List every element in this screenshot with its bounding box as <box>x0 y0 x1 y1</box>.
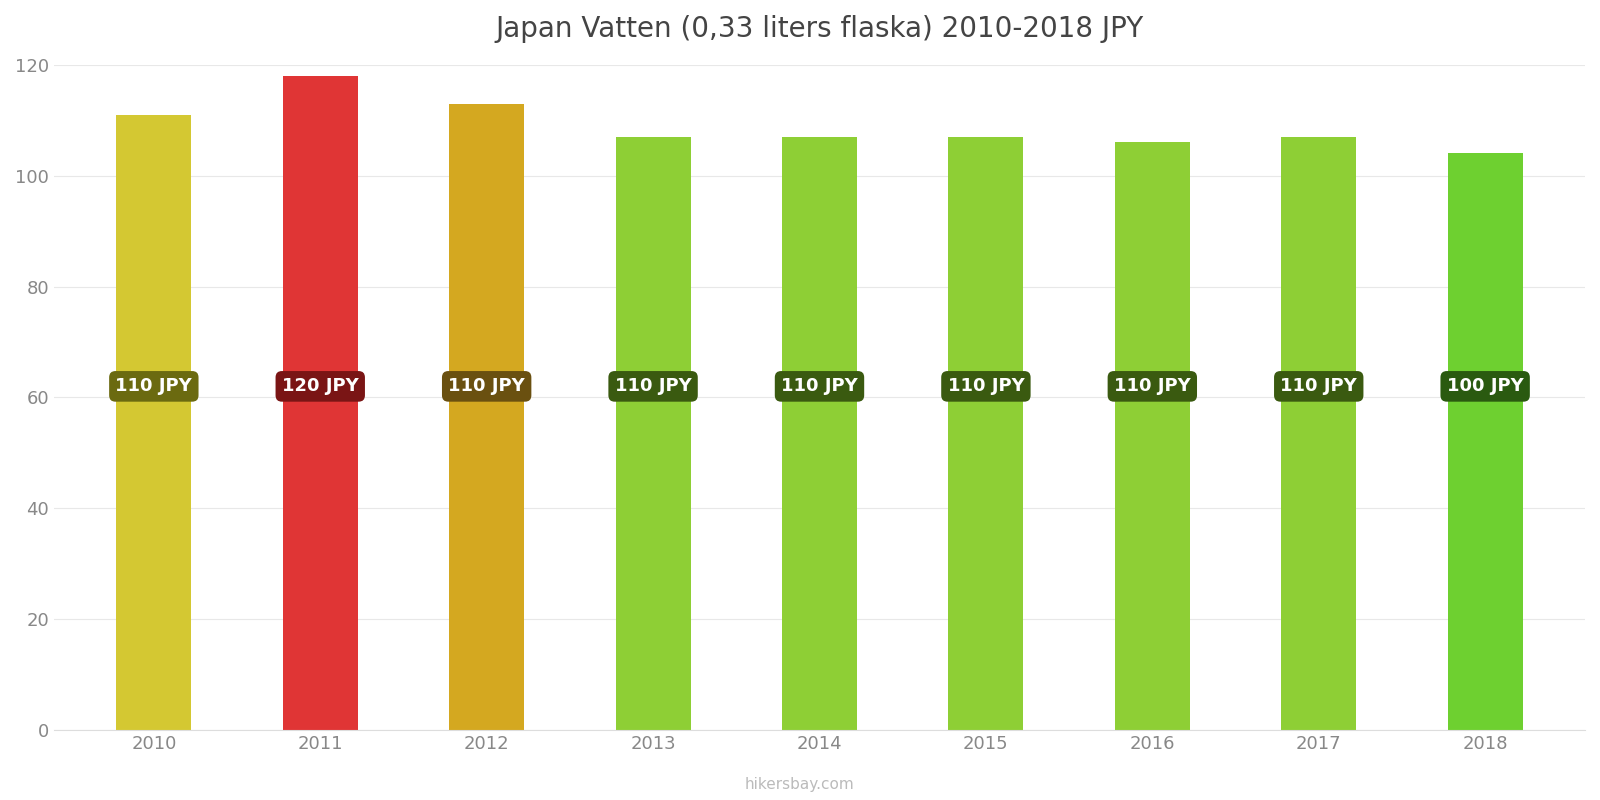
Text: 110 JPY: 110 JPY <box>947 378 1024 395</box>
Bar <box>1115 142 1190 730</box>
Title: Japan Vatten (0,33 liters flaska) 2010-2018 JPY: Japan Vatten (0,33 liters flaska) 2010-2… <box>496 15 1144 43</box>
Text: 110 JPY: 110 JPY <box>115 378 192 395</box>
Bar <box>283 76 358 730</box>
Text: 110 JPY: 110 JPY <box>614 378 691 395</box>
Bar <box>616 137 691 730</box>
Text: 100 JPY: 100 JPY <box>1446 378 1523 395</box>
Bar <box>117 114 192 730</box>
Text: hikersbay.com: hikersbay.com <box>746 777 854 792</box>
Text: 110 JPY: 110 JPY <box>448 378 525 395</box>
Text: 110 JPY: 110 JPY <box>781 378 858 395</box>
Bar <box>450 103 525 730</box>
Text: 110 JPY: 110 JPY <box>1280 378 1357 395</box>
Text: 110 JPY: 110 JPY <box>1114 378 1190 395</box>
Bar <box>1282 137 1357 730</box>
Bar <box>949 137 1024 730</box>
Bar <box>782 137 858 730</box>
Bar <box>1448 154 1523 730</box>
Text: 120 JPY: 120 JPY <box>282 378 358 395</box>
